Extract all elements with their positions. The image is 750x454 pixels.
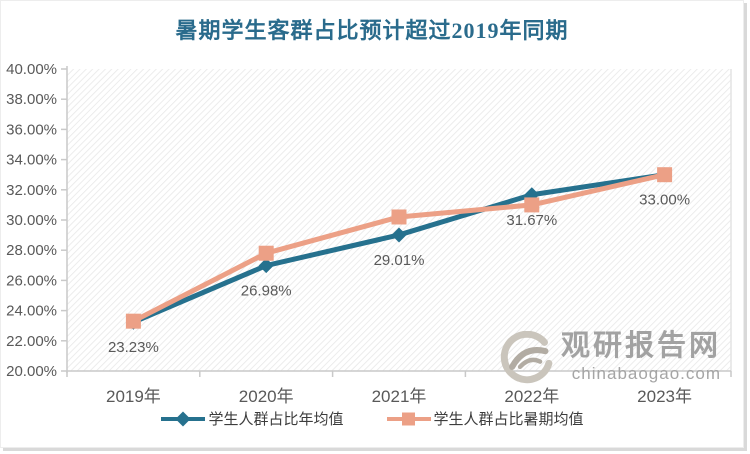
legend-label-summer-average: 学生人群占比暑期均值 bbox=[433, 411, 584, 428]
y-tick-label: 36.00% bbox=[6, 121, 57, 138]
watermark: 观研报告网 chinabaogao.com bbox=[499, 330, 722, 387]
legend-line-square-icon bbox=[386, 412, 431, 425]
y-tick-label: 38.00% bbox=[6, 91, 57, 108]
data-point-square-marker bbox=[657, 167, 673, 183]
data-point-square-marker bbox=[391, 209, 407, 225]
data-point-label: 33.00% bbox=[639, 192, 690, 209]
y-tick-label: 26.00% bbox=[6, 272, 57, 289]
line-chart: 40.00% 38.00% 36.00% 34.00% 32.00% 30.00% 28.0… bbox=[6, 61, 732, 406]
legend-line-diamond-icon bbox=[161, 411, 206, 426]
x-tick-label: 2020年 bbox=[239, 387, 294, 406]
y-tick-label: 32.00% bbox=[6, 182, 57, 199]
legend-label-annual-average: 学生人群占比年均值 bbox=[208, 411, 344, 428]
y-tick-label: 34.00% bbox=[6, 152, 57, 169]
data-point-label: 23.23% bbox=[108, 339, 159, 356]
x-tick-label: 2023年 bbox=[637, 387, 692, 406]
x-tick-label: 2021年 bbox=[372, 387, 427, 406]
watermark-brand: 观研报告网 bbox=[561, 330, 722, 362]
data-point-label: 31.67% bbox=[506, 212, 557, 229]
data-point-square-marker bbox=[524, 197, 540, 213]
data-point-square-marker bbox=[125, 313, 141, 329]
legend-item-summer-average: 学生人群占比暑期均值 bbox=[386, 408, 584, 429]
y-tick-label: 20.00% bbox=[6, 363, 57, 380]
y-tick-label: 40.00% bbox=[6, 61, 57, 78]
y-tick-label: 22.00% bbox=[6, 333, 57, 350]
data-point-label: 26.98% bbox=[241, 283, 292, 300]
x-tick-label: 2022年 bbox=[504, 387, 559, 406]
legend-item-annual-average: 学生人群占比年均值 bbox=[160, 408, 344, 429]
watermark-logo-icon bbox=[500, 331, 553, 384]
data-point-diamond-marker bbox=[391, 227, 407, 243]
chart-figure: 40.00% 38.00% 36.00% 34.00% 32.00% 30.00% 28.0… bbox=[0, 0, 744, 448]
y-tick-label: 24.00% bbox=[6, 303, 57, 320]
data-point-label: 29.01% bbox=[374, 252, 425, 269]
watermark-domain: chinabaogao.com bbox=[571, 363, 722, 383]
data-point-diamond-marker bbox=[258, 258, 274, 274]
y-tick-label: 30.00% bbox=[6, 212, 57, 229]
x-tick-label: 2019年 bbox=[106, 387, 161, 406]
data-point-square-marker bbox=[258, 245, 274, 261]
chart-legend: 学生人群占比年均值 学生人群占比暑期均值 bbox=[1, 408, 743, 429]
chart-title: 暑期学生客群占比预计超过2019年同期 bbox=[175, 18, 569, 43]
y-tick-label: 28.00% bbox=[6, 242, 57, 259]
